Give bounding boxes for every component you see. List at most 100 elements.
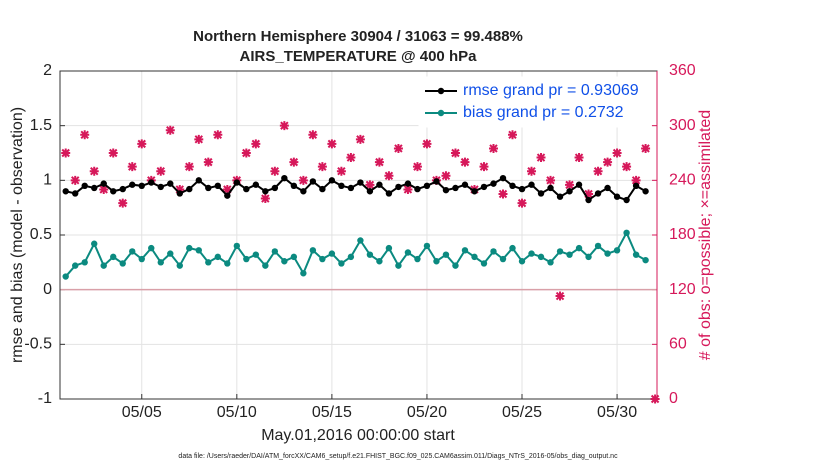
obs-marker: [222, 184, 232, 194]
series-marker: [100, 262, 107, 269]
legend-label: bias grand pr = 0.2732: [463, 104, 624, 121]
series-marker: [138, 255, 145, 263]
series-marker: [385, 244, 393, 252]
y2-tick-label: 300: [669, 117, 696, 134]
series-marker: [433, 258, 440, 265]
series-marker: [366, 188, 374, 195]
x-tick-label: 05/05: [122, 404, 162, 421]
obs-marker: [536, 153, 546, 163]
obs-marker: [384, 171, 394, 181]
series-marker: [186, 244, 193, 252]
x-tick-label: 05/30: [597, 404, 637, 421]
series-marker: [129, 248, 136, 255]
legend-swatch: [437, 109, 445, 117]
y-tick-label: -1: [38, 390, 52, 407]
series-marker: [338, 182, 345, 189]
obs-marker: [393, 143, 403, 153]
series-marker: [490, 180, 497, 187]
series-marker: [252, 251, 260, 258]
obs-marker: [184, 162, 194, 172]
series-marker: [319, 185, 326, 193]
obs-marker: [327, 139, 337, 149]
series-marker: [233, 179, 241, 186]
series-marker: [537, 190, 545, 197]
series-marker: [281, 174, 288, 182]
obs-marker: [422, 139, 432, 149]
obs-marker: [270, 166, 280, 176]
obs-marker: [365, 180, 375, 190]
series-marker: [328, 177, 336, 184]
series-marker: [490, 248, 497, 255]
footnote: data file: /Users/raeder/DAI/ATM_forcXX/…: [178, 453, 618, 460]
series-marker: [338, 260, 345, 267]
x-tick-label: 05/15: [312, 404, 352, 421]
series-marker: [423, 242, 431, 250]
obs-marker: [555, 291, 565, 301]
series-marker: [632, 251, 640, 258]
y2-tick-label: 60: [669, 336, 687, 353]
y-tick-label: -0.5: [24, 336, 52, 353]
series-marker: [395, 183, 402, 191]
series-marker: [585, 196, 592, 204]
series-marker: [214, 253, 222, 261]
series-marker: [442, 186, 450, 194]
y2-tick-label: 180: [669, 226, 696, 243]
series-marker: [499, 174, 507, 182]
obs-marker: [70, 175, 80, 185]
series-marker: [252, 181, 260, 188]
series-marker: [414, 255, 421, 263]
series-marker: [290, 253, 298, 261]
obs-marker: [251, 139, 261, 149]
series-marker: [290, 182, 298, 189]
series-marker: [129, 181, 136, 188]
series-marker: [509, 182, 516, 189]
series-marker: [81, 259, 88, 266]
obs-marker: [137, 139, 147, 149]
series-marker: [328, 250, 336, 257]
series-marker: [594, 242, 602, 250]
obs-marker: [89, 166, 99, 176]
y2-tick-label: 360: [669, 62, 696, 79]
obs-marker: [603, 157, 613, 167]
series-marker: [300, 270, 307, 277]
x-tick-label: 05/20: [407, 404, 447, 421]
series-marker: [366, 251, 374, 258]
series-marker: [347, 253, 355, 261]
obs-marker: [194, 134, 204, 144]
y-tick-label: 0.5: [30, 226, 52, 243]
y-tick-label: 2: [43, 62, 52, 79]
series-marker: [148, 179, 155, 186]
obs-marker: [403, 184, 413, 194]
series-marker: [271, 248, 279, 255]
obs-marker: [108, 148, 118, 158]
obs-marker: [631, 175, 641, 185]
obs-marker: [346, 153, 356, 163]
series-marker: [585, 253, 592, 261]
obs-marker: [156, 166, 166, 176]
obs-marker: [118, 198, 128, 208]
series-marker: [471, 253, 478, 261]
obs-marker: [593, 166, 603, 176]
series-marker: [566, 188, 573, 195]
obs-marker: [308, 130, 318, 140]
x-axis-label: May.01,2016 00:00:00 start: [261, 427, 455, 444]
series-marker: [632, 182, 640, 189]
series-marker: [471, 188, 478, 195]
y2-tick-label: 0: [669, 390, 678, 407]
obs-marker: [460, 157, 470, 167]
obs-marker: [213, 130, 223, 140]
series-marker: [243, 185, 250, 193]
y-tick-label: 0: [43, 281, 52, 298]
series-marker: [604, 184, 611, 192]
obs-marker: [61, 148, 71, 158]
series-marker: [262, 262, 269, 269]
obs-marker: [527, 166, 537, 176]
obs-marker: [650, 394, 660, 404]
legend-swatch: [437, 87, 445, 95]
series-marker: [575, 244, 583, 252]
series-marker: [518, 258, 526, 265]
series-marker: [509, 244, 516, 252]
series-marker: [262, 188, 269, 195]
series-marker: [623, 196, 630, 204]
